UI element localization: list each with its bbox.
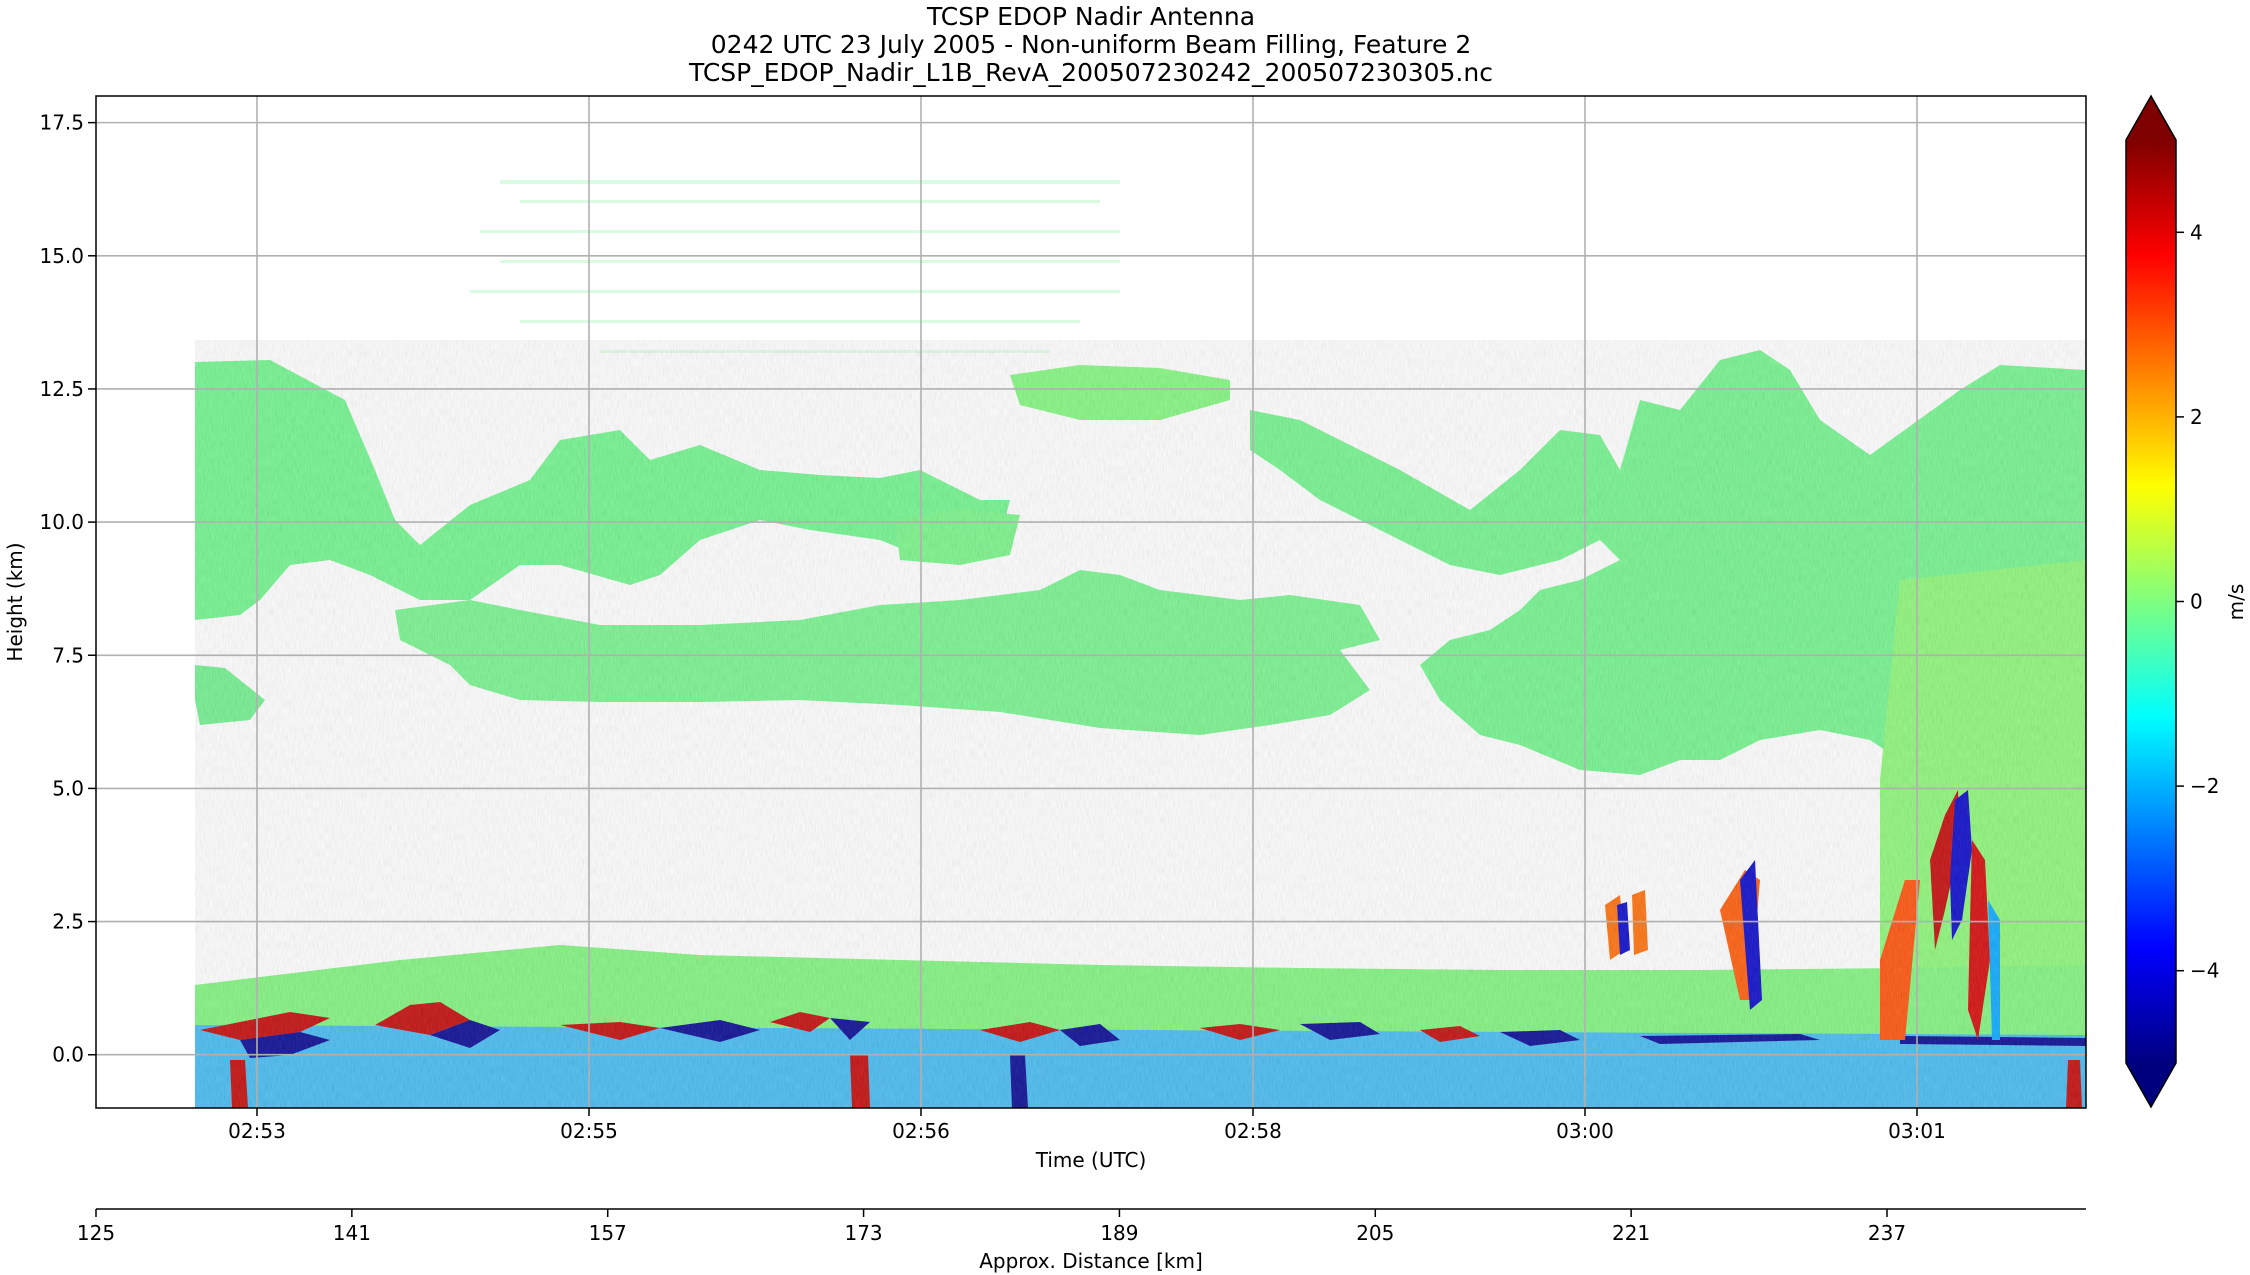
- y-tick-label: 17.5: [39, 111, 84, 135]
- distance-tick-label: 141: [333, 1221, 371, 1245]
- x-tick-label: 03:00: [1556, 1119, 1614, 1143]
- colorbar-outline: [2125, 94, 2177, 1109]
- x-tick-label: 03:01: [1888, 1119, 1946, 1143]
- y-axis-label: Height (km): [3, 542, 27, 661]
- gridlines: [96, 96, 2086, 1108]
- echo-texture: [195, 340, 2086, 1108]
- x-axis: 02:53 02:55 02:56 02:58 03:00 03:01: [228, 1108, 1946, 1143]
- colorbar-body: [2126, 140, 2176, 1063]
- colorbar-ticks: −4 −2 0 2 4: [2176, 220, 2219, 983]
- chart-subtitle: 0242 UTC 23 July 2005 - Non-uniform Beam…: [711, 30, 1471, 59]
- y-tick-label: 0.0: [52, 1043, 84, 1067]
- colorbar-tick-label: 4: [2190, 220, 2203, 244]
- distance-axis: 125 141 157 173 189 205 221 237: [77, 1208, 2086, 1245]
- distance-axis-label: Approx. Distance [km]: [979, 1249, 1203, 1273]
- distance-tick-label: 157: [589, 1221, 627, 1245]
- y-tick-label: 2.5: [52, 910, 84, 934]
- chart-title: TCSP EDOP Nadir Antenna: [926, 2, 1255, 31]
- x-axis-label: Time (UTC): [1035, 1148, 1147, 1172]
- x-tick-label: 02:53: [228, 1119, 286, 1143]
- chart-filename: TCSP_EDOP_Nadir_L1B_RevA_200507230242_20…: [688, 58, 1493, 87]
- y-tick-label: 12.5: [39, 377, 84, 401]
- colorbar-extend-max: [2126, 96, 2176, 140]
- distance-tick-label: 205: [1356, 1221, 1394, 1245]
- colorbar-label: m/s: [2224, 584, 2248, 621]
- x-tick-label: 02:55: [560, 1119, 618, 1143]
- y-tick-label: 5.0: [52, 776, 84, 800]
- y-tick-label: 7.5: [52, 643, 84, 667]
- plot-area: 0.02.55.07.510.012.515.017.5 02:53 02:55 0…: [39, 95, 2087, 1143]
- colorbar-tick-label: 0: [2190, 590, 2203, 614]
- colorbar-tick-label: −2: [2190, 774, 2219, 798]
- distance-tick-label: 237: [1868, 1221, 1906, 1245]
- colorbar-tick-label: 2: [2190, 405, 2203, 429]
- distance-tick-label: 125: [77, 1221, 115, 1245]
- distance-tick-label: 189: [1100, 1221, 1138, 1245]
- radar-echoes: [195, 180, 2086, 1108]
- colorbar: −4 −2 0 2 4 m/s: [2125, 94, 2248, 1109]
- distance-tick-label: 221: [1612, 1221, 1650, 1245]
- x-tick-label: 02:56: [892, 1119, 950, 1143]
- y-tick-label: 10.0: [39, 510, 84, 534]
- y-axis: 0.0 2.5 5.0 7.5 10.0 12.5 15.0 17.5: [39, 111, 96, 1067]
- colorbar-tick-label: −4: [2190, 959, 2219, 983]
- distance-tick-label: 173: [844, 1221, 882, 1245]
- plot-frame: [95, 95, 2087, 1109]
- colorbar-extend-min: [2126, 1063, 2176, 1107]
- x-tick-label: 02:58: [1224, 1119, 1282, 1143]
- y-tick-label: 15.0: [39, 244, 84, 268]
